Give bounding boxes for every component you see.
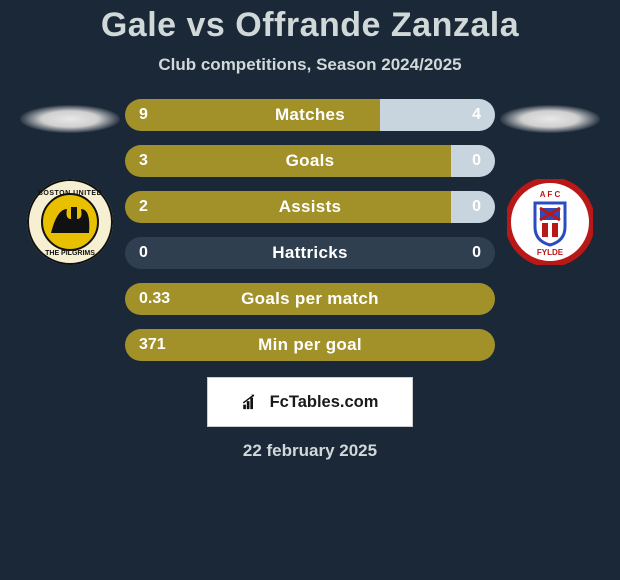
stat-label: Min per goal <box>125 329 495 361</box>
svg-text:FYLDE: FYLDE <box>537 248 564 257</box>
attribution-text: FcTables.com <box>270 393 379 412</box>
afc-fylde-badge-icon: A F C FYLDE <box>507 179 593 265</box>
player-right-silhouette <box>500 105 600 133</box>
fctables-logo-icon <box>242 394 264 410</box>
date-label: 22 february 2025 <box>243 441 377 461</box>
stat-label: Matches <box>125 99 495 131</box>
stat-label: Assists <box>125 191 495 223</box>
boston-united-badge-icon: BOSTON UNITED THE PILGRIMS <box>27 179 113 265</box>
stat-bars: 94Matches 30Goals 20Assists 00Hattricks 0.33… <box>125 99 495 361</box>
svg-text:THE PILGRIMS: THE PILGRIMS <box>45 250 95 257</box>
page-subtitle: Club competitions, Season 2024/2025 <box>158 55 461 75</box>
stat-label: Goals <box>125 145 495 177</box>
svg-text:A F C: A F C <box>540 190 561 199</box>
stat-bar: 0.33Goals per match <box>125 283 495 315</box>
stat-bar: 30Goals <box>125 145 495 177</box>
comparison-row: BOSTON UNITED THE PILGRIMS 94Matches 30Go… <box>0 99 620 361</box>
stat-bar: 371Min per goal <box>125 329 495 361</box>
stat-bar: 00Hattricks <box>125 237 495 269</box>
player-right-club-badge: A F C FYLDE <box>507 179 593 265</box>
svg-text:BOSTON UNITED: BOSTON UNITED <box>38 190 102 197</box>
stat-label: Hattricks <box>125 237 495 269</box>
page-title: Gale vs Offrande Zanzala <box>101 6 519 45</box>
stat-label: Goals per match <box>125 283 495 315</box>
player-left-silhouette <box>20 105 120 133</box>
player-left-column: BOSTON UNITED THE PILGRIMS <box>15 99 125 265</box>
player-right-column: A F C FYLDE <box>495 99 605 265</box>
attribution-badge[interactable]: FcTables.com <box>207 377 413 427</box>
stat-bar: 94Matches <box>125 99 495 131</box>
stat-bar: 20Assists <box>125 191 495 223</box>
player-left-club-badge: BOSTON UNITED THE PILGRIMS <box>27 179 113 265</box>
